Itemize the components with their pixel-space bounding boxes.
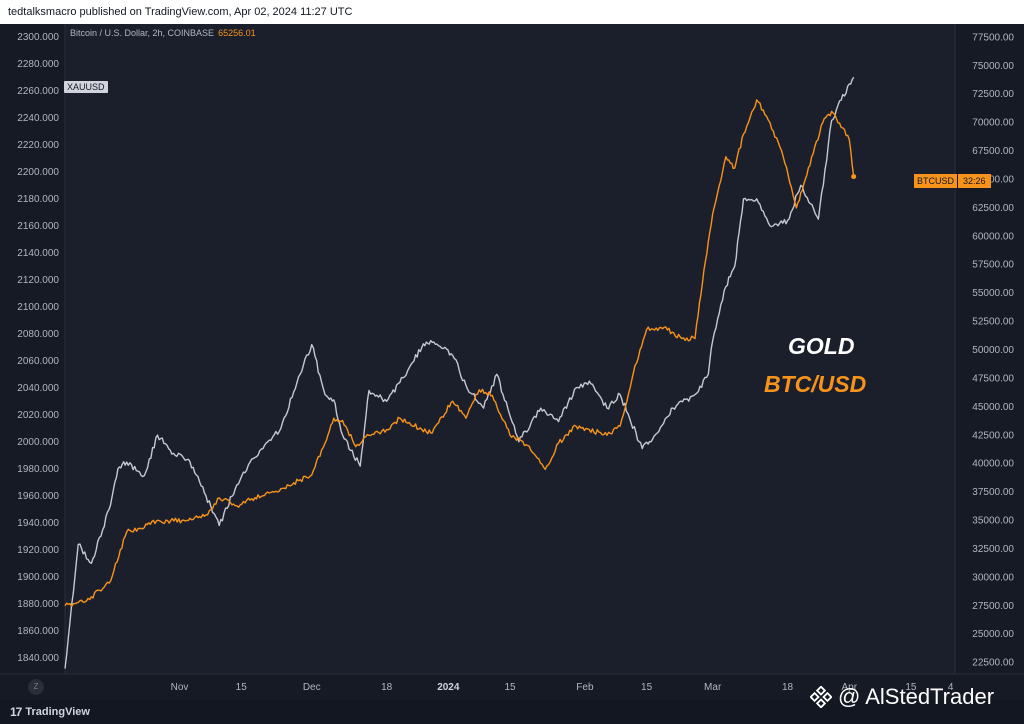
series: [64, 76, 857, 669]
watermark-text: @ AlStedTrader: [838, 684, 995, 709]
right-axis-tick-label: 27500.00: [972, 601, 1014, 612]
publisher-text: tedtalksmacro published on TradingView.c…: [8, 6, 353, 18]
right-axis-tick-label: 40000.00: [972, 459, 1014, 470]
right-axis-tick-label: 72500.00: [972, 89, 1014, 100]
right-axis-tick-label: 57500.00: [972, 260, 1014, 271]
right-axis-tick-label: 42500.00: [972, 430, 1014, 441]
legend-symbol: Bitcoin / U.S. Dollar, 2h, COINBASE: [70, 28, 215, 38]
x-axis-tick-label: 15: [641, 682, 653, 693]
chart-legend: Bitcoin / U.S. Dollar, 2h, COINBASE 65256…: [70, 28, 256, 38]
left-axis-tick-label: 2040.000: [17, 383, 59, 394]
right-axis-panel: [955, 24, 1024, 674]
btcusd-line: [64, 99, 855, 607]
left-axis-tick-label: 2300.000: [17, 32, 59, 43]
x-axis-tick-label: Nov: [171, 682, 189, 693]
left-axis-panel: [0, 24, 65, 674]
left-axis-tick-label: 1940.000: [17, 518, 59, 529]
right-axis-tick-label: 70000.00: [972, 118, 1014, 129]
chart-pane[interactable]: [0, 24, 1024, 674]
xauusd-line: [64, 76, 855, 669]
tradingview-brand[interactable]: 17 TradingView: [10, 705, 90, 719]
x-axis-tick-label: 15: [236, 682, 248, 693]
axes: 2300.000 2280.000 2260.000 2240.000 2220.000…: [0, 24, 1024, 700]
left-axis-tick-label: 1980.000: [17, 464, 59, 475]
x-axis-tick-label: Apr: [841, 682, 857, 693]
left-axis-tick-label: 2140.000: [17, 248, 59, 259]
right-axis-tick-label: 77500.00: [972, 32, 1014, 43]
legend-price: 65256.01: [218, 28, 256, 38]
left-axis-tick-label: 1880.000: [17, 599, 59, 610]
left-axis-tick-label: 1900.000: [17, 572, 59, 583]
btcusd-tag-countdown: 32:26: [958, 174, 991, 188]
annotation-gold: GOLD: [788, 333, 855, 359]
left-axis-tick-label: 1840.000: [17, 653, 59, 664]
btcusd-last-point: [851, 174, 857, 180]
right-axis-tick-label: 65000.00: [972, 174, 1014, 185]
left-axis-tick-label: 2180.000: [17, 194, 59, 205]
right-axis-tick-label: 50000.00: [972, 345, 1014, 356]
x-axis-tick-label: 2024: [437, 682, 460, 693]
left-axis-tick-label: 2160.000: [17, 221, 59, 232]
right-axis-tick-label: 30000.00: [972, 572, 1014, 583]
x-axis-tick-label: Mar: [704, 682, 722, 693]
right-axis-tick-label: 55000.00: [972, 288, 1014, 299]
right-axis-tick-label: 67500.00: [972, 146, 1014, 157]
tradingview-logo-text: TradingView: [25, 706, 90, 718]
footer-bar: 17 TradingView: [0, 700, 1024, 724]
exchange-diamond-icon: [810, 686, 832, 708]
left-axis-tick-label: 2100.000: [17, 302, 59, 313]
right-axis-tick-label: 25000.00: [972, 629, 1014, 640]
left-axis-tick-label: 2200.000: [17, 167, 59, 178]
left-axis-tick-label: 2280.000: [17, 59, 59, 70]
left-axis-tick-label: 1960.000: [17, 491, 59, 502]
publisher-bar: tedtalksmacro published on TradingView.c…: [0, 0, 1024, 24]
x-axis-tick-label: Feb: [576, 682, 594, 693]
time-axis-panel: [0, 674, 1024, 700]
annotation-btc: BTC/USD: [764, 371, 867, 397]
right-axis-tick-label: 45000.00: [972, 402, 1014, 413]
right-axis-tick-label: 32500.00: [972, 544, 1014, 555]
x-axis-tick-label: 4: [948, 682, 954, 693]
right-axis-tick-label: 22500.00: [972, 658, 1014, 669]
left-axis-tick-label: 2120.000: [17, 275, 59, 286]
right-axis-tick-label: 35000.00: [972, 516, 1014, 527]
left-axis-tick-label: 2220.000: [17, 140, 59, 151]
x-axis-tick-label: 18: [782, 682, 794, 693]
btcusd-price-tag: BTCUSD 32:26: [914, 174, 991, 188]
btcusd-tag-name: BTCUSD: [914, 174, 958, 188]
right-axis-tick-label: 37500.00: [972, 487, 1014, 498]
chart-canvas[interactable]: 2300.000 2280.000 2260.000 2240.000 2220.000…: [0, 24, 1024, 700]
left-axis-tick-label: 2000.000: [17, 437, 59, 448]
left-axis-tick-label: 2020.000: [17, 410, 59, 421]
left-axis-tick-label: 1860.000: [17, 626, 59, 637]
right-axis-tick-label: 52500.00: [972, 317, 1014, 328]
x-axis-tick-label: 18: [381, 682, 393, 693]
watermark: @ AlStedTrader: [810, 684, 994, 710]
left-axis-tick-label: 2240.000: [17, 113, 59, 124]
xauusd-label: XAUUSD: [64, 81, 108, 93]
right-axis-tick-label: 47500.00: [972, 373, 1014, 384]
right-axis-tick-label: 62500.00: [972, 203, 1014, 214]
right-axis-tick-label: 60000.00: [972, 231, 1014, 242]
x-axis-tick-label: 15: [905, 682, 917, 693]
right-axis-tick-label: 75000.00: [972, 61, 1014, 72]
zoom-button[interactable]: Z: [28, 679, 44, 695]
x-axis-tick-label: 15: [504, 682, 516, 693]
tradingview-logo-icon: 17: [10, 705, 22, 719]
left-axis-tick-label: 2060.000: [17, 356, 59, 367]
x-axis-tick-label: Dec: [303, 682, 321, 693]
left-axis-tick-label: 2260.000: [17, 86, 59, 97]
left-axis-tick-label: 1920.000: [17, 545, 59, 556]
left-axis-tick-label: 2080.000: [17, 329, 59, 340]
